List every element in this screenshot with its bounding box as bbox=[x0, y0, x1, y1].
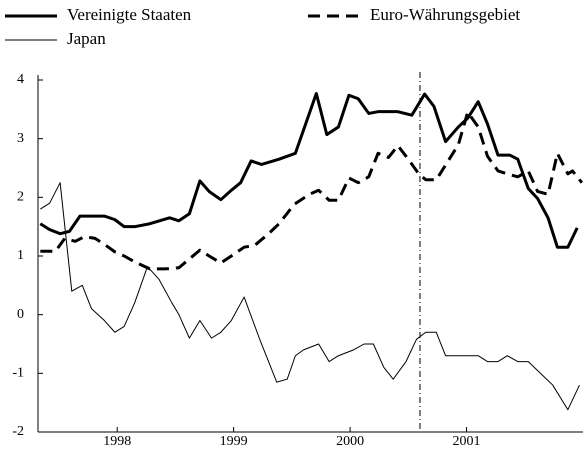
y-tick-label: 0 bbox=[17, 307, 24, 322]
series-line bbox=[40, 182, 580, 411]
y-tick-label: 4 bbox=[17, 72, 24, 87]
y-tick-label: 3 bbox=[17, 131, 24, 146]
legend-label: Euro-Währungsgebiet bbox=[370, 5, 520, 24]
legend-label: Japan bbox=[67, 29, 106, 48]
x-tick-label: 1999 bbox=[220, 434, 248, 449]
series-line bbox=[40, 110, 584, 271]
series-line bbox=[39, 91, 579, 249]
y-tick-label: 2 bbox=[17, 190, 24, 205]
x-tick-label: 2000 bbox=[336, 434, 364, 449]
y-tick-label: 1 bbox=[17, 248, 24, 263]
y-tick-label: -2 bbox=[12, 424, 24, 439]
y-tick-label: -1 bbox=[12, 366, 24, 381]
x-tick-label: 1998 bbox=[103, 434, 131, 449]
x-tick-label: 2001 bbox=[453, 434, 481, 449]
legend-label: Vereinigte Staaten bbox=[67, 5, 192, 24]
